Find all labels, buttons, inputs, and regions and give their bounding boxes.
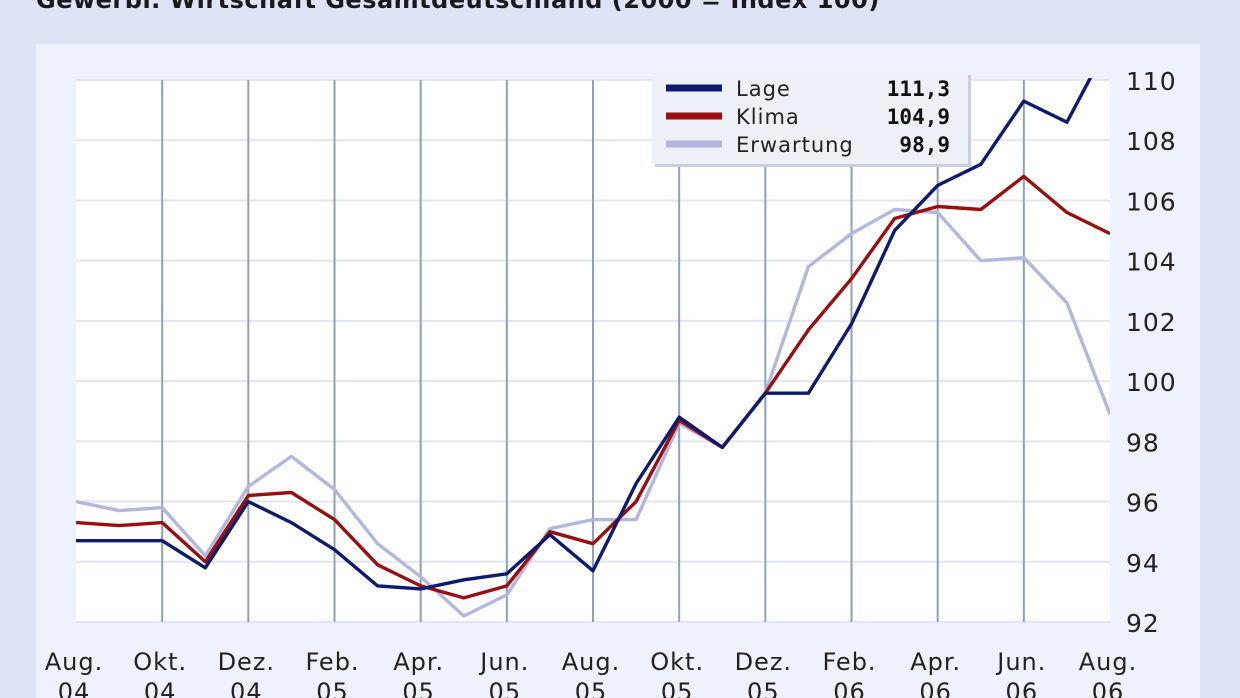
y-tick-label: 110 [1126, 67, 1177, 96]
x-tick-label: 04 [144, 678, 177, 698]
x-tick-label: Dez. [218, 648, 275, 676]
y-tick-label: 106 [1126, 187, 1177, 216]
x-tick-label: Aug. [1079, 648, 1138, 676]
x-tick-label: 06 [833, 678, 866, 698]
legend-label: Erwartung [736, 133, 854, 157]
x-tick-label: 06 [1092, 678, 1125, 698]
y-tick-label: 108 [1126, 127, 1177, 156]
y-tick-label: 98 [1126, 428, 1160, 457]
x-tick-label: 06 [919, 678, 952, 698]
x-tick-label: 05 [747, 678, 780, 698]
y-tick-label: 92 [1126, 609, 1160, 638]
x-tick-label: 05 [489, 678, 522, 698]
y-tick-label: 94 [1126, 549, 1160, 578]
legend-label: Klima [736, 105, 800, 129]
series-line-klima [76, 174, 1110, 600]
chart-panel: 92 94 96 98 100 102 104 106 108 110 Aug. 04 Okt. 04 D… [36, 44, 1200, 698]
x-tick-label: Okt. [650, 648, 704, 676]
x-tick-label: Jun. [478, 648, 529, 676]
x-tick-label: Jun. [995, 648, 1046, 676]
x-tick-label: 04 [58, 678, 91, 698]
x-tick-label: Aug. [45, 648, 104, 676]
x-tick-label: Dez. [735, 648, 792, 676]
y-tick-label: 100 [1126, 368, 1177, 397]
legend-label: Lage [736, 77, 791, 101]
x-tick-label: 06 [1006, 678, 1039, 698]
y-tick-label: 104 [1126, 248, 1177, 277]
legend-value: 104,9 [887, 105, 950, 129]
chart-title: Gewerbl. Wirtschaft Gesamtdeutschland (2… [36, 0, 880, 14]
x-tick-label: Aug. [562, 648, 621, 676]
x-tick-label: Apr. [393, 648, 444, 676]
x-tick-label: 05 [402, 678, 435, 698]
legend-value: 98,9 [899, 133, 950, 157]
y-tick-label: 102 [1126, 308, 1177, 337]
x-tick-label: Feb. [822, 648, 876, 676]
x-tick-label: 04 [230, 678, 263, 698]
legend-value: 111,3 [887, 77, 950, 101]
x-tick-label: 05 [661, 678, 694, 698]
x-tick-label: 05 [575, 678, 608, 698]
y-tick-label: 96 [1126, 489, 1160, 518]
x-tick-label: Apr. [910, 648, 961, 676]
x-tick-label: Feb. [305, 648, 359, 676]
x-tick-label: Okt. [133, 648, 187, 676]
series-line-erwartung [76, 207, 1110, 618]
x-tick-label: 05 [316, 678, 349, 698]
series-line-lage [76, 78, 1093, 591]
